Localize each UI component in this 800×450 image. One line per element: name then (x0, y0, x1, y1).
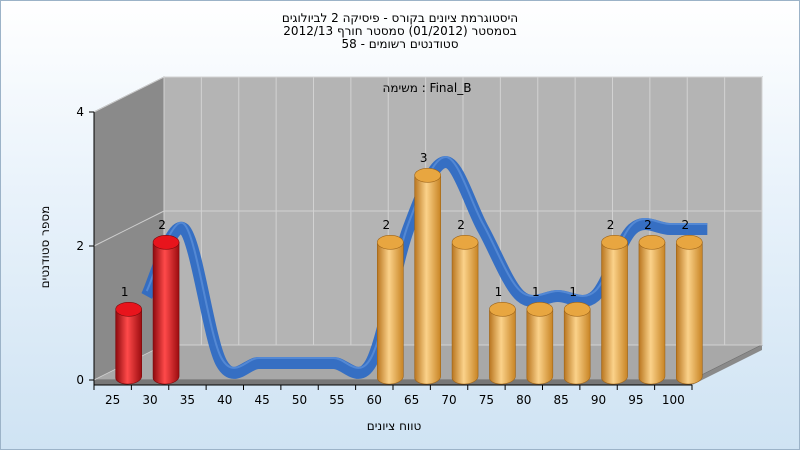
bar-body (638, 242, 666, 385)
x-tick-label: 40 (217, 393, 232, 407)
bar-body (115, 309, 142, 385)
bar-body (563, 309, 591, 385)
bar-top (526, 302, 554, 317)
data-label: 1 (495, 285, 503, 299)
bar-top (451, 235, 479, 250)
x-tick-label: 70 (441, 393, 456, 407)
bar (676, 235, 703, 385)
bar-top (563, 302, 591, 317)
bar-top (638, 235, 666, 250)
x-tick-label: 55 (329, 393, 344, 407)
x-tick-label: 35 (180, 393, 195, 407)
bar (489, 302, 516, 385)
gridline-side (93, 210, 165, 247)
x-tick-label: 50 (292, 393, 307, 407)
bar-top (115, 302, 142, 317)
x-tick-label: 75 (479, 393, 494, 407)
y-tick-label: 2 (76, 239, 84, 253)
data-label: 3 (420, 151, 428, 165)
bar (563, 302, 591, 385)
bar (152, 235, 180, 385)
data-label: 2 (457, 218, 465, 232)
data-label: 2 (158, 218, 166, 232)
bar-top (152, 235, 180, 250)
bar (414, 168, 441, 385)
inner-title: משימה : Final_B (383, 81, 472, 95)
bar-body (451, 242, 479, 385)
y-tick-label: 0 (76, 373, 84, 387)
x-tick-label: 95 (628, 393, 643, 407)
x-tick-label: 100 (662, 393, 685, 407)
x-tick-label: 90 (591, 393, 606, 407)
y-tick-label: 4 (76, 105, 84, 119)
bar-body (377, 242, 404, 385)
data-label: 1 (532, 285, 540, 299)
bar-body (526, 309, 554, 385)
bar-top (489, 302, 516, 317)
bar-top (601, 235, 628, 250)
bar (451, 235, 479, 385)
chart-title-line-1: היסטוגרמת ציונים בקורס - פיסיקה 2 לביולו… (281, 11, 519, 25)
data-label: 2 (607, 218, 615, 232)
gridline-side (93, 76, 165, 113)
x-tick-label: 25 (105, 393, 120, 407)
data-label: 2 (382, 218, 390, 232)
x-axis-label: טווח ציונים (367, 419, 422, 433)
data-label: 1 (121, 285, 129, 299)
bar-top (676, 235, 703, 250)
x-tick-label: 85 (554, 393, 569, 407)
bar-top (377, 235, 404, 250)
bar (638, 235, 666, 385)
bar (601, 235, 628, 385)
chart-title-line-2: בסמסטר (01/2012) סמסטר חורף 2012/13 (283, 24, 517, 38)
bar (115, 302, 142, 385)
data-label: 2 (644, 218, 652, 232)
x-tick-label: 65 (404, 393, 419, 407)
floor-side-edge (692, 345, 762, 385)
x-tick-label: 80 (516, 393, 531, 407)
x-tick-label: 30 (142, 393, 157, 407)
bar-body (489, 309, 516, 385)
chart-title-line-3: סטודנטים רשומים - 58 (341, 37, 459, 51)
data-label: 1 (569, 285, 577, 299)
bar-top (414, 168, 441, 183)
data-label: 2 (681, 218, 689, 232)
y-axis-label: מספר סטודנטים (38, 206, 52, 289)
x-tick-label: 60 (367, 393, 382, 407)
bar-body (152, 242, 180, 385)
bar-body (601, 242, 628, 385)
bar (526, 302, 554, 385)
bar-body (414, 175, 441, 385)
bar-body (676, 242, 703, 385)
x-tick-label: 45 (255, 393, 270, 407)
bar (377, 235, 404, 385)
